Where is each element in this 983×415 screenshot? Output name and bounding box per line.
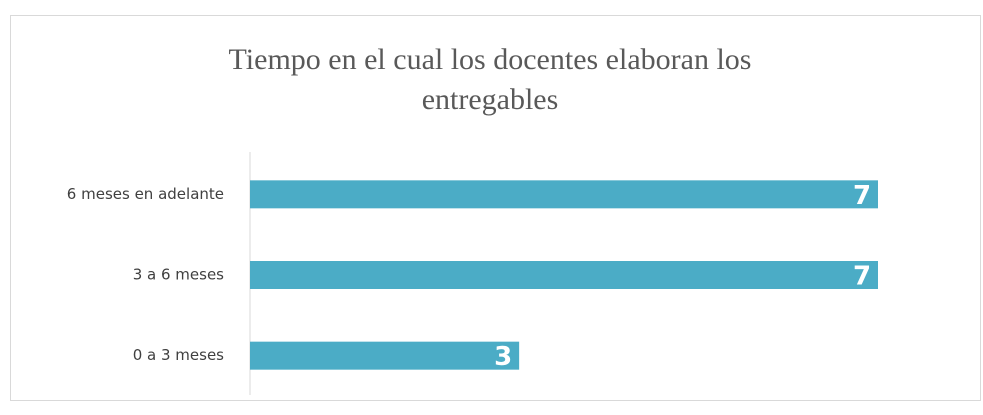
data-label: 3 — [494, 342, 512, 372]
bar — [250, 341, 520, 370]
bar — [250, 180, 878, 209]
data-label: 7 — [853, 262, 871, 292]
y-tick-label: 6 meses en adelante — [67, 185, 224, 203]
chart-title: Tiempo en el cual los docentes elaboran … — [228, 43, 752, 116]
chart-border — [10, 15, 981, 401]
bar — [250, 261, 878, 289]
y-tick-label: 3 a 6 meses — [133, 266, 224, 284]
data-label: 7 — [853, 181, 871, 211]
y-tick-label: 0 a 3 meses — [133, 346, 224, 364]
